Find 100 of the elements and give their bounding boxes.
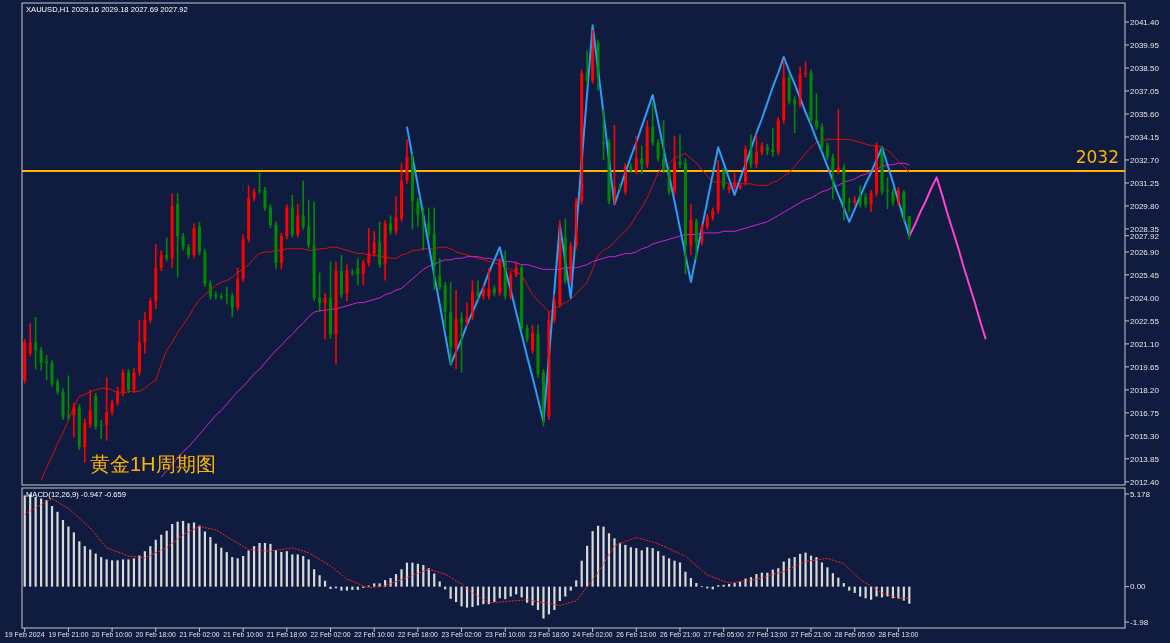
bar — [105, 559, 108, 587]
bar — [214, 543, 217, 587]
bar — [269, 543, 272, 587]
y-tick-label: 2041.40 — [1130, 17, 1160, 27]
y-tick-label: 2037.05 — [1130, 86, 1160, 96]
bar — [94, 553, 97, 587]
bar — [83, 546, 86, 587]
bar — [116, 560, 119, 587]
bar — [220, 547, 223, 587]
bar — [127, 559, 130, 587]
bar — [799, 553, 802, 587]
bar — [323, 580, 327, 587]
y-tick-label: 2031.25 — [1130, 178, 1160, 188]
bar — [667, 558, 671, 587]
bar — [438, 581, 441, 587]
bar — [198, 525, 201, 587]
bar — [591, 531, 594, 587]
bar — [815, 557, 818, 587]
bar — [138, 555, 141, 587]
bar — [171, 523, 174, 587]
bar — [247, 550, 250, 587]
bar — [651, 548, 654, 587]
bar — [433, 573, 436, 587]
y-tick-label: 2029.80 — [1130, 201, 1160, 211]
bar — [67, 526, 70, 587]
bar — [657, 551, 660, 587]
bar — [471, 586, 474, 608]
bar — [733, 583, 736, 587]
bar — [307, 559, 310, 587]
bar — [602, 526, 605, 587]
y-tick-label: 2035.60 — [1130, 109, 1160, 119]
bar — [673, 560, 676, 587]
bar — [176, 521, 179, 587]
bar — [755, 574, 758, 587]
bar — [302, 556, 305, 587]
bar — [678, 562, 682, 587]
bar — [400, 569, 403, 587]
y-tick-label: -1.98 — [1130, 617, 1149, 627]
y-tick-label: 2022.55 — [1130, 316, 1160, 326]
bar — [72, 532, 75, 587]
bar — [143, 551, 146, 587]
bar — [728, 583, 731, 587]
bar — [231, 557, 234, 587]
bar — [689, 578, 692, 587]
bar — [50, 506, 54, 587]
bar — [61, 520, 65, 587]
bar — [291, 554, 294, 587]
y-tick-label: 2012.40 — [1130, 477, 1160, 487]
bar — [89, 549, 92, 587]
ref-line-label: 2032 — [1075, 147, 1119, 168]
bar — [525, 586, 529, 603]
bar — [411, 562, 414, 587]
y-tick-label: 2018.20 — [1130, 385, 1160, 395]
annotation: 黄金1H周期图 — [90, 453, 216, 475]
bar — [318, 575, 321, 587]
bar — [662, 555, 665, 587]
bar — [460, 586, 463, 607]
bar — [40, 498, 43, 587]
bar — [225, 552, 228, 587]
bar — [831, 573, 834, 587]
y-tick-label: 2028.35 — [1130, 224, 1160, 234]
bar — [531, 586, 534, 606]
bar — [635, 548, 638, 587]
bar — [788, 558, 791, 587]
y-tick-label: 5.178 — [1130, 489, 1151, 499]
y-tick-label: 2013.85 — [1130, 454, 1160, 464]
line-series — [405, 24, 911, 423]
bar — [203, 531, 207, 587]
bar — [482, 586, 485, 605]
bar — [684, 571, 687, 587]
bar — [837, 577, 840, 587]
bar — [285, 551, 288, 587]
bar — [263, 542, 267, 587]
bar — [820, 562, 824, 587]
bar — [236, 558, 239, 587]
bar — [493, 586, 496, 602]
bar — [842, 583, 845, 587]
bar — [56, 511, 59, 587]
bar — [181, 520, 185, 587]
bar — [274, 550, 278, 587]
bar — [804, 552, 807, 587]
bar — [78, 541, 81, 587]
y-tick-label: 2032.70 — [1130, 155, 1160, 165]
bar — [640, 550, 643, 587]
bar — [575, 580, 578, 587]
bar — [749, 577, 753, 587]
bar — [695, 583, 698, 587]
bar — [296, 554, 299, 587]
bar — [613, 538, 616, 587]
bar — [132, 558, 136, 587]
y-tick-label: 0.00 — [1130, 582, 1147, 592]
bar — [596, 525, 600, 587]
bar — [209, 537, 212, 587]
bar — [121, 559, 125, 587]
bar — [111, 560, 114, 587]
bar — [187, 523, 190, 587]
bar — [45, 500, 48, 587]
bar — [869, 586, 873, 600]
bar — [624, 544, 627, 587]
y-tick-label: 2039.95 — [1130, 40, 1160, 50]
